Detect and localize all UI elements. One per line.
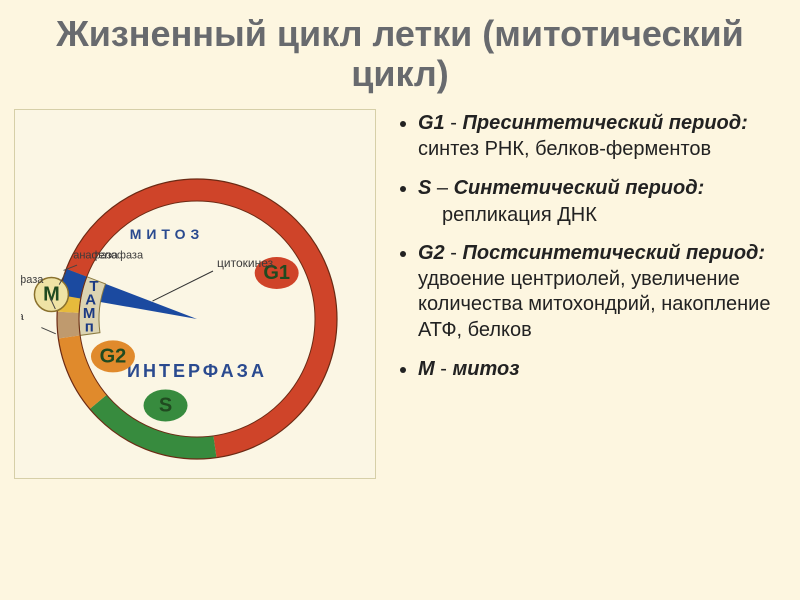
page-title: Жизненный цикл летки (митотический цикл) [0, 0, 800, 101]
definition-item: M - митоз [418, 357, 780, 383]
cell-cycle-svg: пМАТИНТЕРФАЗАМИТОЗG1SG2Mпрофазаметафазаа… [21, 115, 369, 473]
definition-item: G2 - Постсинтетический период: удвоение … [418, 241, 780, 343]
phase-term: Синтетический период: [454, 177, 705, 199]
interphase-label: ИНТЕРФАЗА [127, 361, 267, 381]
phase-subtext: репликация ДНК [418, 204, 780, 227]
arc-prophase [57, 312, 80, 339]
outer-label: профаза [21, 311, 25, 323]
phase-code: G2 [418, 242, 445, 264]
mitosis-label: МИТОЗ [130, 226, 205, 242]
cytokinesis-label: цитокинез [217, 256, 274, 270]
phase-desc: синтез РНК, белков-ферментов [418, 138, 711, 160]
phase-term: Постсинтетический период: [462, 242, 765, 264]
definitions-list: G1 - Пресинтетический период: синтез РНК… [388, 101, 786, 586]
phase-term: митоз [452, 358, 519, 380]
definition-item: G1 - Пресинтетический период: синтез РНК… [418, 111, 780, 162]
pmat-letter: Т [89, 278, 98, 295]
m-circle-text: M [43, 284, 60, 306]
phase-code: G1 [418, 112, 445, 134]
outer-label: метафаза [21, 274, 44, 286]
phase-code: M [418, 358, 435, 380]
cell-cycle-diagram: пМАТИНТЕРФАЗАМИТОЗG1SG2Mпрофазаметафазаа… [14, 109, 376, 479]
phase-term: Пресинтетический период: [462, 112, 747, 134]
definition-item: S – Синтетический период: [418, 176, 780, 202]
phase-code: S [418, 177, 431, 199]
phase-desc: удвоение центриолей, увеличение количест… [418, 268, 770, 341]
phase-pill-text-S: S [159, 395, 172, 417]
phase-pill-text-G2: G2 [100, 346, 127, 368]
content-row: пМАТИНТЕРФАЗАМИТОЗG1SG2Mпрофазаметафазаа… [0, 101, 800, 600]
outer-label: телофаза [94, 250, 144, 262]
